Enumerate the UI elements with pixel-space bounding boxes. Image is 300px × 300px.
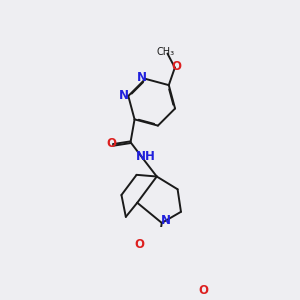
Text: NH: NH: [136, 150, 156, 163]
Text: O: O: [172, 60, 182, 73]
Text: N: N: [118, 89, 129, 103]
Text: N: N: [136, 71, 146, 84]
Text: CH₃: CH₃: [157, 46, 175, 56]
Text: O: O: [199, 284, 208, 297]
Text: O: O: [106, 137, 116, 150]
Text: N: N: [161, 214, 171, 227]
Text: O: O: [134, 238, 144, 251]
